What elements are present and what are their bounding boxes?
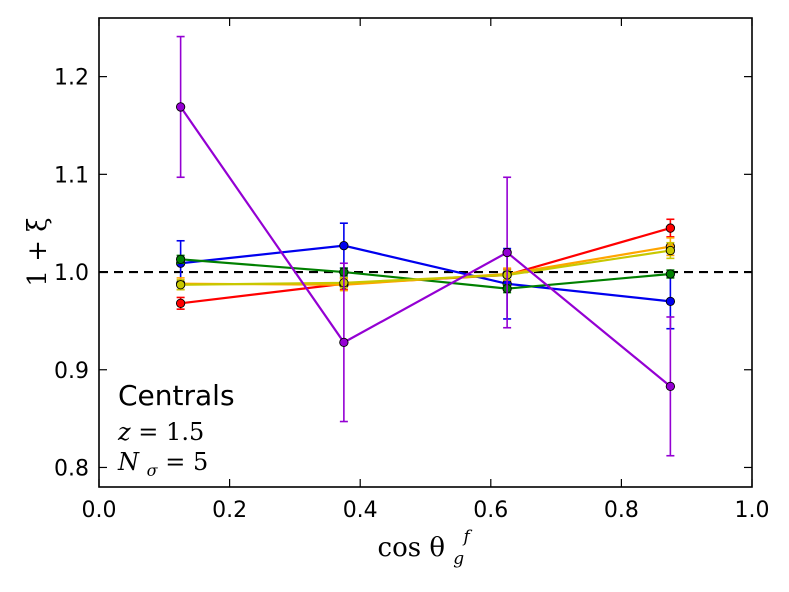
x-axis-label-sub: g <box>453 549 464 569</box>
x-axis-label: cos θ g f <box>378 527 473 571</box>
data-point-blue <box>339 241 349 251</box>
series-purple <box>175 35 676 457</box>
series-line-blue <box>180 244 671 303</box>
plot-background <box>99 18 752 487</box>
nsigma-var: N <box>117 448 140 476</box>
nsigma-value: 5 <box>193 448 208 476</box>
data-point-blue <box>665 296 676 307</box>
series-line-olive <box>180 249 671 286</box>
data-point-red <box>175 298 186 308</box>
y-tick-label: 0.9 <box>54 359 89 384</box>
data-point-purple <box>502 247 512 258</box>
annotation-block: Centrals z = 1.5 N σ = 5 <box>117 379 235 482</box>
x-tick-label: 1.0 <box>735 498 770 523</box>
y-tick-label: 0.8 <box>54 456 89 481</box>
x-tick-label: 0.6 <box>473 498 508 523</box>
data-point-olive <box>665 245 676 256</box>
nsigma-label: N σ = 5 <box>117 448 208 482</box>
nsigma-eq: = <box>165 448 185 476</box>
x-axis-label-sup: f <box>461 527 472 547</box>
sample-label: Centrals <box>118 379 235 412</box>
series-layer <box>175 35 676 457</box>
tick-layer: 0.0 0.2 0.4 0.6 0.8 1.0 0.8 0.9 1.0 1.1 1.2 <box>54 18 770 523</box>
data-point-purple <box>665 381 676 392</box>
y-tick-label: 1.0 <box>54 261 89 286</box>
plot-frame <box>98 17 753 488</box>
series-line-purple <box>179 106 672 388</box>
y-tick-label: 1.1 <box>54 163 89 188</box>
data-point-purple <box>175 102 186 112</box>
x-tick-label: 0.0 <box>82 498 117 523</box>
nsigma-sub: σ <box>147 461 159 480</box>
x-tick-label: 0.8 <box>604 498 639 523</box>
x-tick-label: 0.4 <box>343 498 378 523</box>
redshift-label: z = 1.5 <box>117 418 204 446</box>
data-point-red <box>665 223 676 233</box>
y-axis-label: 1 + ξ <box>23 217 53 286</box>
redshift-eq: = <box>138 418 158 446</box>
x-tick-label: 0.2 <box>212 498 247 523</box>
x-axis-label-main: cos θ <box>378 533 445 563</box>
data-point-olive <box>175 280 186 290</box>
y-tick-label: 1.2 <box>54 66 89 91</box>
data-point-green <box>175 254 186 264</box>
data-point-purple <box>339 337 349 348</box>
redshift-var: z <box>117 418 131 446</box>
data-point-green <box>665 269 676 279</box>
redshift-value: 1.5 <box>166 418 204 446</box>
